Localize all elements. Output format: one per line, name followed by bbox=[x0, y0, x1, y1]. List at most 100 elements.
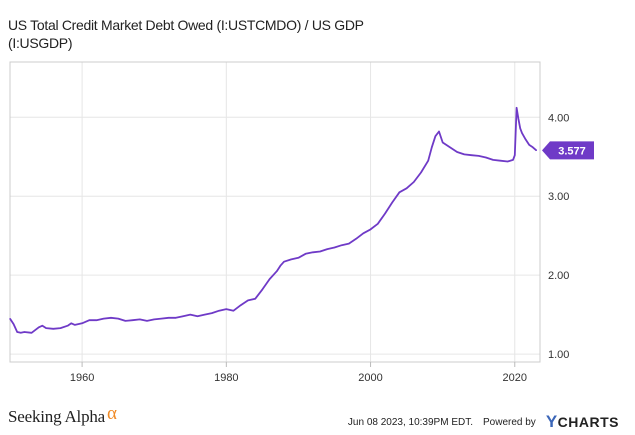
data-point bbox=[110, 317, 112, 319]
data-point bbox=[532, 146, 534, 148]
brand-name: Seeking Alpha bbox=[8, 407, 106, 426]
timestamp: Jun 08 2023, 10:39PM EDT. bbox=[347, 416, 473, 428]
data-point bbox=[160, 317, 163, 320]
chart-footer: Jun 08 2023, 10:39PM EDT. Powered by YCH… bbox=[348, 412, 619, 432]
x-tick-label: 1980 bbox=[214, 372, 238, 384]
data-point bbox=[528, 144, 530, 146]
data-point bbox=[405, 187, 408, 189]
chart-title: US Total Credit Market Debt Owed (I:USTC… bbox=[8, 16, 608, 52]
data-point bbox=[52, 328, 54, 330]
data-point bbox=[499, 160, 501, 162]
y-tick-label: 2.00 bbox=[548, 270, 569, 282]
data-point bbox=[59, 327, 62, 329]
data-point bbox=[41, 325, 44, 327]
data-point bbox=[377, 223, 379, 225]
last-value-marker: 3.577 bbox=[542, 141, 594, 160]
data-point bbox=[485, 156, 487, 159]
data-point bbox=[211, 312, 213, 314]
data-point bbox=[261, 288, 263, 290]
data-point bbox=[88, 319, 90, 321]
data-point bbox=[326, 248, 328, 250]
data-point bbox=[431, 146, 433, 148]
data-point bbox=[470, 154, 473, 156]
data-point bbox=[13, 323, 15, 325]
y-tick-label: 3.00 bbox=[548, 191, 569, 203]
x-tick-label: 2020 bbox=[503, 372, 527, 384]
data-point bbox=[74, 324, 76, 326]
data-point bbox=[9, 317, 11, 320]
data-point bbox=[204, 314, 206, 316]
data-point bbox=[442, 141, 444, 144]
data-point bbox=[305, 253, 307, 255]
data-point bbox=[290, 258, 292, 260]
data-point bbox=[67, 325, 69, 327]
ycharts-logo[interactable]: YCHARTS bbox=[546, 412, 619, 432]
y-tick-label: 4.00 bbox=[548, 112, 569, 124]
seeking-alpha-logo[interactable]: Seeking Alpha α bbox=[8, 403, 117, 427]
data-point bbox=[175, 317, 177, 319]
data-point bbox=[196, 315, 199, 317]
chart-title-line-1: US Total Credit Market Debt Owed (I:USTC… bbox=[8, 17, 364, 33]
data-point bbox=[517, 118, 519, 120]
data-point bbox=[478, 155, 480, 157]
data-point bbox=[362, 232, 364, 234]
data-point bbox=[45, 327, 47, 329]
data-point bbox=[279, 265, 282, 267]
data-point bbox=[240, 304, 242, 306]
data-point bbox=[449, 146, 451, 148]
data-point bbox=[131, 319, 134, 321]
data-point bbox=[232, 310, 235, 312]
data-point bbox=[524, 138, 527, 140]
series-layer bbox=[9, 106, 537, 334]
data-point bbox=[463, 153, 465, 155]
x-tick-label: 2000 bbox=[358, 372, 382, 384]
data-point bbox=[506, 160, 509, 163]
data-point bbox=[420, 171, 422, 174]
data-point bbox=[153, 318, 155, 320]
data-point bbox=[369, 228, 372, 230]
data-point bbox=[95, 319, 98, 321]
data-point bbox=[31, 332, 33, 334]
data-point bbox=[268, 278, 271, 280]
plot-frame bbox=[9, 61, 541, 363]
data-point bbox=[355, 238, 357, 240]
data-point bbox=[398, 191, 400, 193]
x-axis: 1960 1980 2000 2020 bbox=[70, 362, 527, 384]
data-point bbox=[225, 308, 227, 310]
data-point bbox=[103, 317, 105, 320]
y-tick-label: 1.00 bbox=[548, 349, 569, 361]
data-point bbox=[391, 201, 393, 204]
chart-title-line-2: (I:USGDP) bbox=[8, 35, 73, 51]
data-point bbox=[247, 299, 249, 302]
series-line bbox=[9, 106, 537, 334]
data-point bbox=[189, 314, 191, 316]
data-point bbox=[519, 127, 521, 129]
grid-lines bbox=[10, 62, 540, 362]
data-point bbox=[124, 320, 126, 322]
data-point bbox=[117, 317, 119, 320]
data-point bbox=[384, 212, 386, 215]
data-point bbox=[515, 107, 518, 109]
data-point bbox=[514, 154, 516, 156]
x-tick-label: 1960 bbox=[70, 372, 94, 384]
data-point bbox=[427, 160, 429, 162]
data-point bbox=[70, 322, 72, 324]
last-value-tag bbox=[542, 141, 594, 160]
ycharts-y: Y bbox=[545, 412, 558, 431]
powered-by-label: Powered by bbox=[483, 416, 536, 428]
data-point bbox=[312, 251, 314, 253]
data-point bbox=[348, 242, 350, 245]
data-point bbox=[456, 151, 458, 153]
data-point bbox=[20, 332, 22, 334]
data-point bbox=[146, 320, 148, 322]
data-point bbox=[81, 322, 83, 324]
ycharts-text: CHARTS bbox=[557, 414, 619, 430]
data-point bbox=[492, 159, 494, 161]
data-point bbox=[341, 244, 343, 246]
data-point bbox=[438, 130, 440, 133]
data-point bbox=[254, 298, 256, 300]
data-point bbox=[319, 250, 321, 253]
data-point bbox=[297, 257, 300, 259]
data-point bbox=[139, 318, 141, 320]
